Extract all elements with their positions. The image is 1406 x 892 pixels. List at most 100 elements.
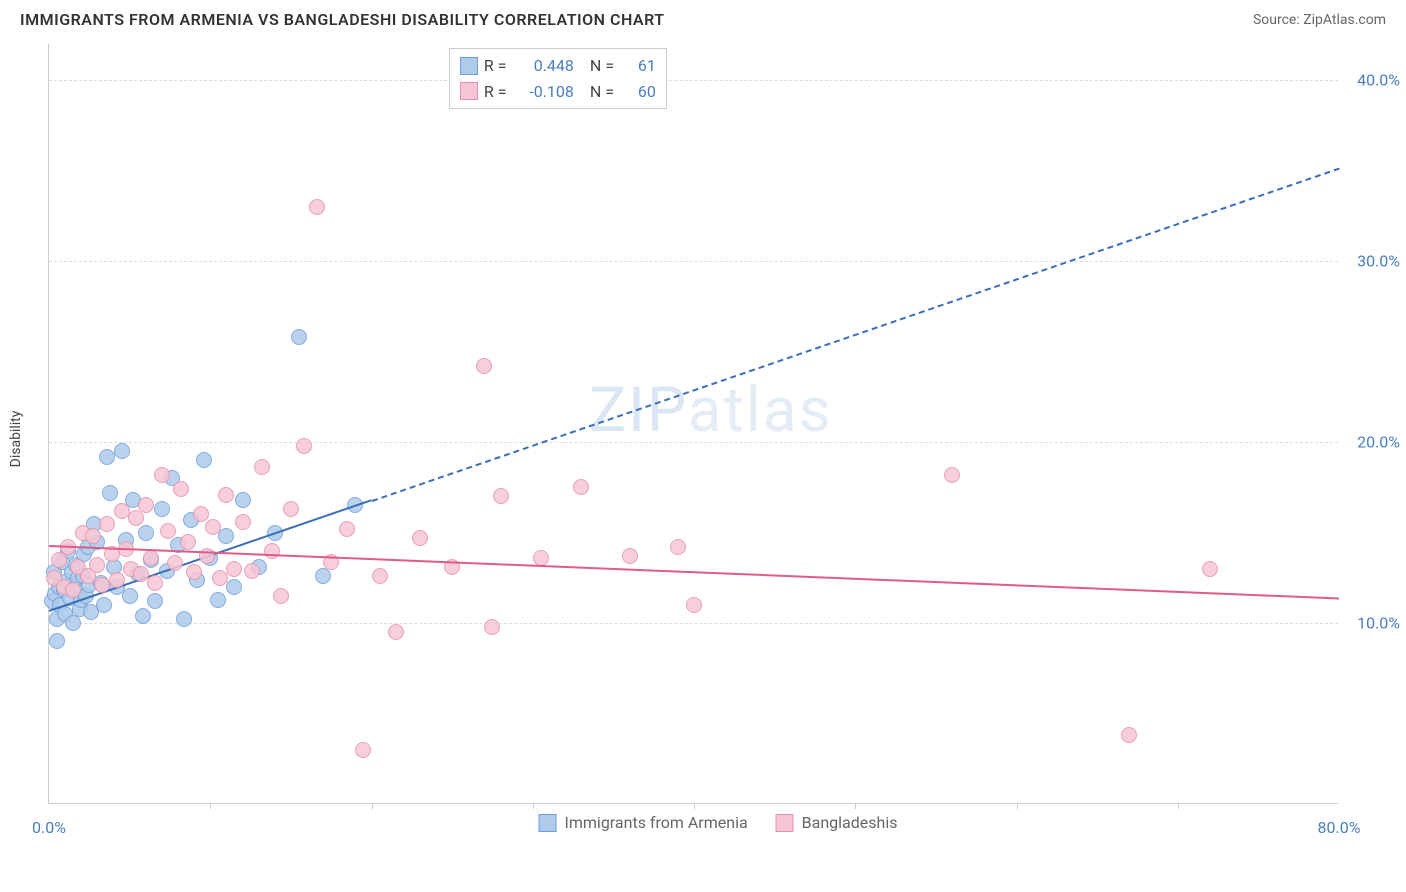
- y-tick-label: 40.0%: [1357, 71, 1400, 90]
- data-point-bangladeshi: [147, 575, 163, 591]
- data-point-bangladeshi: [372, 568, 388, 584]
- data-point-armenia: [102, 485, 118, 501]
- x-tick: [533, 803, 534, 809]
- data-point-bangladeshi: [309, 199, 325, 215]
- legend-n-value: 61: [624, 53, 656, 79]
- data-point-bangladeshi: [670, 539, 686, 555]
- x-tick: [694, 803, 695, 809]
- plot-area: ZIPatlas 10.0%20.0%30.0%40.0%0.0%80.0%R …: [48, 44, 1338, 804]
- data-point-bangladeshi: [235, 514, 251, 530]
- data-point-bangladeshi: [154, 467, 170, 483]
- data-point-bangladeshi: [1121, 727, 1137, 743]
- data-point-bangladeshi: [212, 570, 228, 586]
- legend-n-value: 60: [624, 79, 656, 105]
- legend-n-label: N =: [590, 79, 618, 105]
- grid-line-h: [49, 442, 1338, 443]
- legend-stats-row: R =0.448 N =61: [460, 53, 656, 79]
- data-point-bangladeshi: [686, 597, 702, 613]
- legend-stats: R =0.448 N =61 R =-0.108 N =60: [449, 48, 667, 109]
- grid-line-h: [49, 623, 1338, 624]
- data-point-armenia: [176, 611, 192, 627]
- x-tick: [1017, 803, 1018, 809]
- data-point-bangladeshi: [944, 467, 960, 483]
- data-point-armenia: [218, 528, 234, 544]
- data-point-armenia: [315, 568, 331, 584]
- data-point-bangladeshi: [622, 548, 638, 564]
- data-point-bangladeshi: [283, 501, 299, 517]
- data-point-bangladeshi: [133, 566, 149, 582]
- legend-r-label: R =: [484, 79, 512, 105]
- grid-line-h: [49, 80, 1338, 81]
- data-point-bangladeshi: [339, 521, 355, 537]
- y-tick-label: 10.0%: [1357, 614, 1400, 633]
- data-point-bangladeshi: [533, 550, 549, 566]
- x-tick: [855, 803, 856, 809]
- data-point-bangladeshi: [143, 550, 159, 566]
- data-point-bangladeshi: [412, 530, 428, 546]
- legend-item-armenia: Immigrants from Armenia: [539, 813, 748, 832]
- chart-title: IMMIGRANTS FROM ARMENIA VS BANGLADESHI D…: [20, 10, 665, 29]
- data-point-bangladeshi: [89, 557, 105, 573]
- x-tick: [1178, 803, 1179, 809]
- data-point-bangladeshi: [254, 459, 270, 475]
- data-point-bangladeshi: [167, 555, 183, 571]
- data-point-bangladeshi: [493, 488, 509, 504]
- data-point-armenia: [122, 588, 138, 604]
- data-point-bangladeshi: [573, 479, 589, 495]
- data-point-bangladeshi: [186, 564, 202, 580]
- grid-line-h: [49, 261, 1338, 262]
- data-point-bangladeshi: [484, 619, 500, 635]
- data-point-bangladeshi: [99, 516, 115, 532]
- chart-header: IMMIGRANTS FROM ARMENIA VS BANGLADESHI D…: [0, 0, 1406, 35]
- data-point-armenia: [235, 492, 251, 508]
- y-tick-label: 30.0%: [1357, 252, 1400, 271]
- legend-n-label: N =: [590, 53, 618, 79]
- data-point-bangladeshi: [273, 588, 289, 604]
- legend-item-bangladeshi: Bangladeshis: [776, 813, 898, 832]
- data-point-armenia: [154, 501, 170, 517]
- data-point-armenia: [138, 525, 154, 541]
- legend-swatch: [460, 57, 478, 75]
- data-point-bangladeshi: [296, 438, 312, 454]
- data-point-bangladeshi: [180, 534, 196, 550]
- data-point-bangladeshi: [218, 487, 234, 503]
- data-point-bangladeshi: [173, 481, 189, 497]
- data-point-bangladeshi: [205, 519, 221, 535]
- data-point-bangladeshi: [226, 561, 242, 577]
- data-point-bangladeshi: [85, 528, 101, 544]
- data-point-bangladeshi: [138, 497, 154, 513]
- legend-stats-row: R =-0.108 N =60: [460, 79, 656, 105]
- data-point-bangladeshi: [388, 624, 404, 640]
- data-point-armenia: [226, 579, 242, 595]
- data-point-armenia: [291, 329, 307, 345]
- y-tick-label: 20.0%: [1357, 433, 1400, 452]
- data-point-armenia: [147, 593, 163, 609]
- source-attribution: Source: ZipAtlas.com: [1253, 12, 1386, 28]
- x-tick: [372, 803, 373, 809]
- data-point-bangladeshi: [193, 506, 209, 522]
- data-point-armenia: [114, 443, 130, 459]
- legend-bottom: Immigrants from Armenia Bangladeshis: [539, 813, 898, 832]
- data-point-bangladeshi: [244, 563, 260, 579]
- legend-r-value: -0.108: [518, 79, 574, 105]
- data-point-armenia: [196, 452, 212, 468]
- plot-wrapper: Disability ZIPatlas 10.0%20.0%30.0%40.0%…: [48, 44, 1388, 834]
- legend-swatch: [776, 814, 794, 832]
- legend-r-value: 0.448: [518, 53, 574, 79]
- data-point-armenia: [65, 615, 81, 631]
- legend-r-label: R =: [484, 53, 512, 79]
- data-point-bangladeshi: [355, 742, 371, 758]
- data-point-bangladeshi: [1202, 561, 1218, 577]
- y-axis-label: Disability: [8, 411, 24, 468]
- x-tick-label: 0.0%: [32, 818, 66, 837]
- data-point-bangladeshi: [160, 523, 176, 539]
- data-point-armenia: [210, 592, 226, 608]
- data-point-bangladeshi: [65, 582, 81, 598]
- data-point-bangladeshi: [109, 572, 125, 588]
- legend-swatch: [539, 814, 557, 832]
- data-point-armenia: [96, 597, 112, 613]
- legend-label: Immigrants from Armenia: [565, 813, 748, 832]
- regression-line: [371, 167, 1339, 501]
- x-tick: [210, 803, 211, 809]
- data-point-bangladeshi: [476, 358, 492, 374]
